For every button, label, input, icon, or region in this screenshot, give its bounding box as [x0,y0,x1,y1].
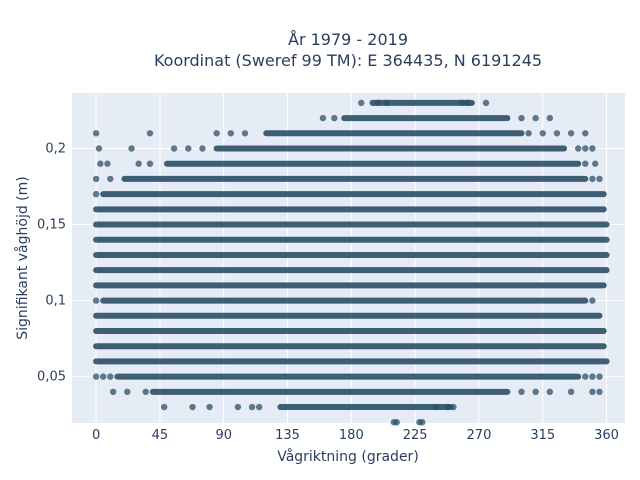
x-tick-label: 0 [92,428,100,443]
data-point [128,145,135,152]
data-point [97,160,104,167]
data-point [109,388,117,396]
data-point [582,145,589,152]
data-point [596,373,603,380]
data-point [567,130,575,137]
data-point [433,403,440,411]
data-point [582,160,589,167]
x-tick-label: 45 [152,428,169,443]
data-point [525,130,532,137]
data-point [589,297,596,304]
x-tick-label: 135 [275,428,300,443]
x-tick-label: 360 [594,428,619,443]
data-point [255,403,263,411]
data-point [92,175,100,183]
data-point [589,373,596,380]
data-point [95,145,103,152]
data-point [589,388,596,396]
data-point [518,114,525,122]
data-point [383,99,390,107]
y-tick-label: 0,05 [37,370,66,385]
data-point [189,403,196,411]
data-point [532,388,539,396]
data-point [375,99,382,107]
data-point [92,190,100,198]
data-point [532,114,539,122]
y-tick-label: 0,15 [37,218,66,233]
y-tick-label: 0,1 [45,294,66,309]
data-point [393,419,400,426]
data-point [199,145,206,152]
data-point [227,130,235,137]
data-point [546,388,554,396]
data-point [248,403,256,411]
data-point [107,373,114,380]
data-point [464,99,471,107]
y-tick-label: 0,2 [45,142,66,157]
data-point [518,388,525,396]
x-tick-label: 180 [339,428,364,443]
data-point [596,388,603,396]
data-point [582,130,589,137]
data-point [99,373,107,380]
x-tick-label: 315 [530,428,555,443]
data-point [575,145,582,152]
data-point [444,403,451,411]
data-point [104,160,111,167]
data-point [582,373,589,380]
x-tick-labels: 0 45 90 135 180 225 270 315 360 [92,428,619,443]
x-axis-title: Vågriktning (grader) [277,448,419,465]
data-point [589,175,596,183]
data-point [458,99,466,107]
data-point [107,175,114,183]
data-point [185,145,192,152]
data-point [135,160,142,167]
plot-area [72,93,625,423]
data-point [419,419,426,426]
data-point [450,403,457,411]
data-point [142,388,149,396]
data-point [358,99,365,107]
data-point [539,130,546,137]
data-point [213,130,220,137]
data-point [92,373,100,380]
x-tick-label: 225 [403,428,428,443]
data-point [592,160,599,167]
data-point [596,175,603,183]
data-point [170,145,178,152]
y-axis-title: Signifikant våghöjd (m) [14,176,31,339]
chart-title-line-1: År 1979 - 2019 [288,30,408,49]
data-point [319,114,327,122]
x-tick-label: 90 [215,428,232,443]
x-tick-label: 270 [467,428,492,443]
data-point [331,114,338,122]
data-point [553,130,561,137]
data-point [482,99,490,107]
data-point [146,160,154,167]
y-tick-labels: 0,05 0,1 0,15 0,2 [37,142,66,385]
chart-title-line-2: Koordinat (Sweref 99 TM): E 364435, N 61… [154,51,542,70]
data-point [160,403,168,411]
data-point [146,130,154,137]
data-point [124,388,131,396]
data-point [546,114,554,122]
data-point [234,403,242,411]
data-point [206,403,213,411]
data-points [92,99,610,426]
data-point [92,130,100,137]
data-point [567,388,575,396]
data-point [589,145,596,152]
data-point [92,297,100,304]
data-point [241,130,249,137]
